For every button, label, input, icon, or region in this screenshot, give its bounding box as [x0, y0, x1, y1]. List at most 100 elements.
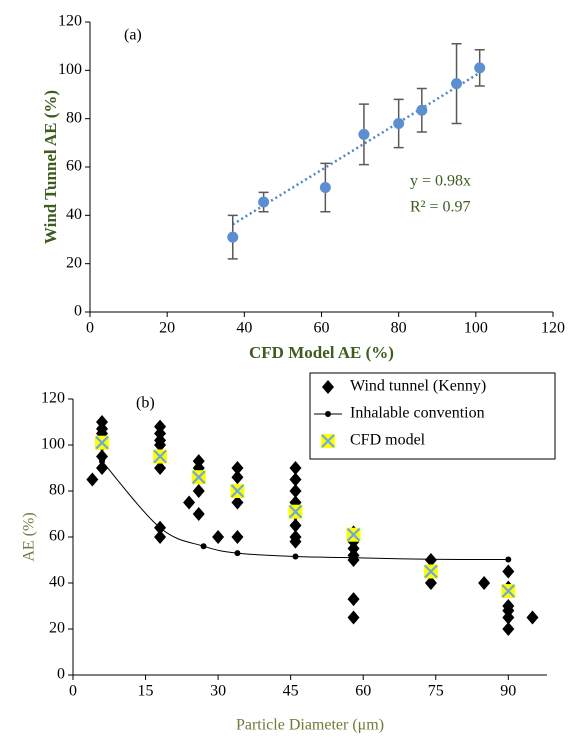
data-point — [424, 576, 437, 590]
data-point — [423, 564, 438, 579]
panel-label: (b) — [136, 395, 155, 412]
data-point — [393, 118, 405, 129]
x-tick-label: 0 — [86, 320, 94, 337]
data-point — [288, 504, 303, 519]
data-point — [502, 622, 515, 636]
marker-cross — [95, 435, 109, 450]
data-point — [451, 78, 463, 90]
x-tick-label: 90 — [500, 683, 516, 700]
marker-cross — [424, 564, 438, 579]
legend-marker — [325, 411, 331, 417]
legend-marker — [322, 380, 334, 394]
y-tick-label: 60 — [49, 528, 65, 545]
x-tick-label: 75 — [428, 683, 444, 700]
legend-marker-cross — [321, 434, 335, 448]
panel-label: (a) — [124, 27, 142, 44]
data-point — [96, 461, 109, 475]
data-point — [350, 554, 357, 561]
y-axis-title: AE (%) — [21, 512, 38, 561]
trendline-r2: R² = 0.97 — [410, 199, 471, 216]
y-axis-title: Wind Tunnel AE (%) — [41, 90, 60, 244]
x-tick-label: 0 — [69, 683, 77, 700]
marker-cross — [230, 484, 245, 498]
legend-label: Wind tunnel (Kenny) — [350, 378, 486, 395]
data-point — [505, 556, 512, 563]
marker-cross — [153, 449, 167, 464]
data-point — [289, 534, 302, 549]
x-tick-label: 60 — [314, 320, 330, 337]
y-tick-label: 20 — [49, 620, 65, 637]
data-point — [212, 530, 225, 544]
data-point — [153, 449, 168, 464]
y-tick-label: 120 — [58, 13, 82, 30]
data-point — [319, 182, 331, 194]
data-point — [154, 438, 167, 452]
x-tick-label: 15 — [138, 683, 154, 700]
data-point — [231, 530, 244, 544]
data-point — [96, 449, 109, 464]
data-point — [501, 584, 516, 599]
data-point — [192, 507, 205, 521]
series-line — [101, 460, 509, 561]
x-tick-label: 45 — [283, 683, 299, 700]
marker-cross — [191, 470, 206, 484]
y-tick-label: 40 — [66, 206, 82, 223]
y-tick-label: 0 — [57, 666, 65, 683]
marker-cross — [501, 584, 516, 598]
data-point — [99, 458, 106, 465]
marker-cross — [346, 527, 361, 542]
data-point — [95, 435, 110, 450]
data-point — [346, 527, 361, 542]
data-point — [292, 553, 299, 560]
data-point — [258, 196, 270, 208]
y-tick-label: 60 — [66, 158, 82, 175]
data-point — [358, 128, 370, 140]
data-point — [502, 610, 515, 625]
trendline-equation: y = 0.98x — [410, 173, 471, 190]
data-point — [200, 543, 207, 550]
data-point — [474, 62, 486, 74]
x-tick-label: 100 — [464, 320, 488, 337]
data-point — [289, 484, 302, 498]
data-point — [154, 530, 167, 544]
data-point — [157, 524, 164, 531]
data-point — [289, 472, 302, 487]
data-point — [234, 550, 241, 557]
y-tick-label: 20 — [66, 254, 82, 271]
legend-label: Inhalable convention — [350, 405, 485, 422]
data-point — [289, 518, 302, 533]
x-tick-label: 20 — [159, 320, 175, 337]
marker-cross — [288, 504, 303, 519]
y-tick-label: 80 — [49, 482, 65, 499]
data-point — [478, 576, 491, 590]
data-point — [526, 610, 539, 625]
x-tick-label: 80 — [391, 320, 407, 337]
y-tick-label: 0 — [74, 303, 82, 320]
data-point — [347, 610, 360, 625]
y-tick-label: 80 — [66, 109, 82, 126]
data-point — [227, 231, 239, 243]
x-tick-label: 60 — [355, 683, 371, 700]
x-tick-label: 30 — [210, 683, 226, 700]
data-point — [183, 495, 196, 510]
data-point — [230, 484, 245, 498]
trendline — [232, 71, 481, 226]
data-point — [154, 461, 167, 475]
x-tick-label: 40 — [236, 320, 252, 337]
data-point — [416, 104, 428, 116]
data-point — [427, 556, 434, 563]
y-tick-label: 120 — [41, 390, 65, 407]
x-axis-title: CFD Model AE (%) — [249, 343, 394, 362]
y-tick-label: 40 — [49, 574, 65, 591]
y-tick-label: 100 — [58, 61, 82, 78]
data-point — [502, 564, 515, 579]
x-tick-label: 120 — [541, 320, 565, 337]
data-point — [86, 472, 99, 487]
legend-box — [309, 372, 556, 460]
data-point — [231, 461, 244, 475]
data-point — [192, 484, 205, 498]
data-point — [231, 470, 244, 485]
data-point — [231, 495, 244, 510]
x-axis-title: Particle Diameter (μm) — [236, 717, 384, 734]
